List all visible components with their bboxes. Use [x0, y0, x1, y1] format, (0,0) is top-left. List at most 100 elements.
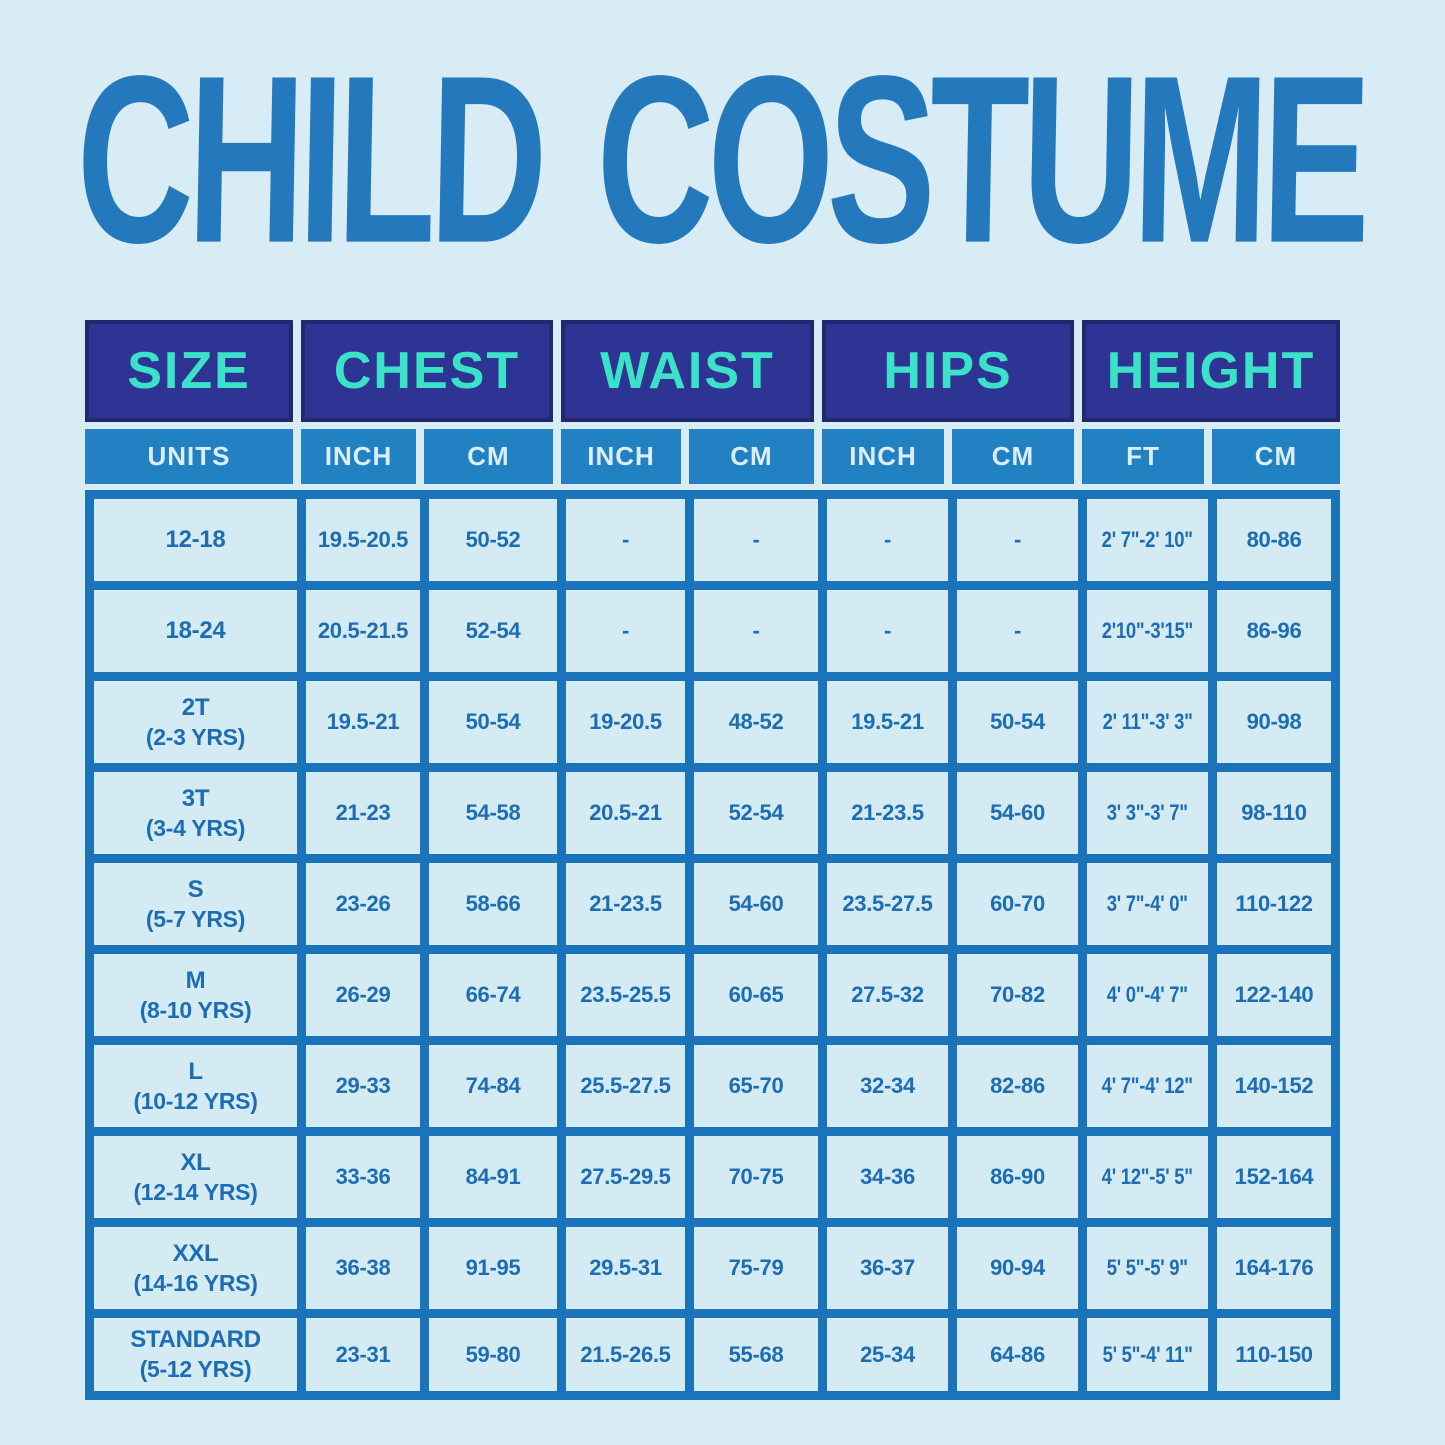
value-cell-r3-c1: 54-58 — [420, 763, 557, 854]
value-cell-r6-c4: 32-34 — [818, 1036, 948, 1127]
value-cell-r9-c6: 5' 5"-4' 11" — [1078, 1309, 1208, 1400]
header-row: SIZE CHEST WAIST HIPS HEIGHT — [85, 320, 1340, 422]
value-cell-r3-c0: 21-23 — [297, 763, 420, 854]
size-cell-row-3: 3T (3-4 YRS) — [85, 763, 297, 854]
value-text: 54-60 — [728, 891, 784, 916]
value-text: 23.5-25.5 — [580, 982, 671, 1007]
value-cell-r7-c6: 4' 12"-5' 5" — [1078, 1127, 1208, 1218]
value-cell-r7-c0: 33-36 — [297, 1127, 420, 1218]
value-text: 48-52 — [728, 709, 784, 734]
size-cell-row-7: XL (12-14 YRS) — [85, 1127, 297, 1218]
page-title-wrap: CHILD COSTUME — [0, 26, 1445, 293]
value-text: - — [752, 527, 760, 552]
age-range-label: (2-3 YRS) — [145, 723, 246, 750]
value-text: 50-54 — [990, 709, 1045, 734]
value-text: 19-20.5 — [589, 709, 662, 734]
size-label: 12-18 — [165, 526, 226, 553]
value-cell-r0-c3: - — [685, 490, 818, 581]
value-text: - — [1013, 527, 1022, 552]
value-cell-r1-c3: - — [685, 581, 818, 672]
size-label: L — [188, 1057, 203, 1085]
value-cell-r6-c3: 65-70 — [685, 1036, 818, 1127]
value-text: 36-38 — [335, 1255, 391, 1280]
size-label: S — [187, 875, 204, 903]
value-text: 140-152 — [1234, 1073, 1314, 1098]
page-title: CHILD COSTUME — [74, 25, 1367, 293]
value-cell-r3-c4: 21-23.5 — [818, 763, 948, 854]
value-text: 50-52 — [465, 527, 521, 552]
value-text: 152-164 — [1234, 1164, 1314, 1189]
unit-header-5-inch: INCH — [822, 429, 944, 484]
value-text: 84-91 — [465, 1164, 521, 1189]
age-range-label: (12-14 YRS) — [133, 1178, 258, 1205]
value-text: 90-98 — [1246, 709, 1302, 734]
unit-header-1-inch: INCH — [301, 429, 416, 484]
value-text: 20.5-21.5 — [317, 618, 409, 643]
value-cell-r8-c5: 90-94 — [948, 1218, 1078, 1309]
size-cell-row-5: M (8-10 YRS) — [85, 945, 297, 1036]
value-text: 26-29 — [335, 982, 391, 1007]
value-cell-r3-c2: 20.5-21 — [557, 763, 685, 854]
value-text: 52-54 — [728, 800, 784, 825]
value-text: 27.5-32 — [851, 982, 924, 1007]
unit-header-4-cm: CM — [689, 429, 814, 484]
value-text: 90-94 — [990, 1255, 1045, 1280]
value-cell-r7-c7: 152-164 — [1208, 1127, 1340, 1218]
value-text: 32-34 — [860, 1073, 915, 1098]
value-text: 3' 7"-4' 0" — [1106, 891, 1189, 916]
size-cell-row-1: 18-24 — [85, 581, 297, 672]
unit-header-7-ft: FT — [1082, 429, 1204, 484]
value-cell-r2-c7: 90-98 — [1208, 672, 1340, 763]
value-cell-r5-c4: 27.5-32 — [818, 945, 948, 1036]
value-text: 34-36 — [860, 1164, 915, 1189]
value-cell-r0-c7: 80-86 — [1208, 490, 1340, 581]
value-text: 23-26 — [335, 891, 391, 916]
value-text: 65-70 — [728, 1073, 784, 1098]
group-header-chest: CHEST — [301, 320, 553, 422]
value-cell-r5-c5: 70-82 — [948, 945, 1078, 1036]
value-text: 2' 7"-2' 10" — [1101, 527, 1194, 552]
age-range-label: (14-16 YRS) — [133, 1269, 258, 1296]
group-header-height: HEIGHT — [1082, 320, 1340, 422]
value-text: - — [621, 618, 630, 643]
value-cell-r1-c1: 52-54 — [420, 581, 557, 672]
value-cell-r2-c3: 48-52 — [685, 672, 818, 763]
value-text: 75-79 — [728, 1255, 784, 1280]
value-cell-r6-c5: 82-86 — [948, 1036, 1078, 1127]
value-cell-r9-c3: 55-68 — [685, 1309, 818, 1400]
value-cell-r9-c4: 25-34 — [818, 1309, 948, 1400]
value-cell-r4-c7: 110-122 — [1208, 854, 1340, 945]
value-text: 74-84 — [465, 1073, 521, 1098]
value-text: 59-80 — [465, 1341, 521, 1367]
value-text: 80-86 — [1246, 527, 1302, 552]
value-cell-r6-c2: 25.5-27.5 — [557, 1036, 685, 1127]
value-cell-r7-c5: 86-90 — [948, 1127, 1078, 1218]
value-cell-r8-c0: 36-38 — [297, 1218, 420, 1309]
value-text: 54-58 — [465, 800, 521, 825]
value-cell-r6-c0: 29-33 — [297, 1036, 420, 1127]
value-cell-r1-c2: - — [557, 581, 685, 672]
value-cell-r4-c1: 58-66 — [420, 854, 557, 945]
value-cell-r7-c4: 34-36 — [818, 1127, 948, 1218]
value-text: 91-95 — [465, 1255, 521, 1280]
value-cell-r8-c6: 5' 5"-5' 9" — [1078, 1218, 1208, 1309]
value-text: 21-23 — [335, 800, 391, 825]
value-text: 29-33 — [335, 1073, 391, 1098]
value-text: 20.5-21 — [589, 800, 662, 825]
value-text: 60-65 — [728, 982, 784, 1007]
value-text: 82-86 — [990, 1073, 1045, 1098]
value-cell-r8-c4: 36-37 — [818, 1218, 948, 1309]
value-text: 27.5-29.5 — [580, 1164, 671, 1189]
value-cell-r3-c6: 3' 3"-3' 7" — [1078, 763, 1208, 854]
value-text: 122-140 — [1234, 982, 1314, 1007]
value-cell-r1-c0: 20.5-21.5 — [297, 581, 420, 672]
value-cell-r5-c6: 4' 0"-4' 7" — [1078, 945, 1208, 1036]
value-cell-r4-c3: 54-60 — [685, 854, 818, 945]
value-text: 21-23.5 — [589, 891, 662, 916]
age-range-label: (5-7 YRS) — [145, 905, 246, 932]
value-cell-r6-c6: 4' 7"-4' 12" — [1078, 1036, 1208, 1127]
value-text: 4' 12"-5' 5" — [1101, 1164, 1194, 1189]
value-text: 33-36 — [335, 1164, 391, 1189]
group-header-size: SIZE — [85, 320, 293, 422]
